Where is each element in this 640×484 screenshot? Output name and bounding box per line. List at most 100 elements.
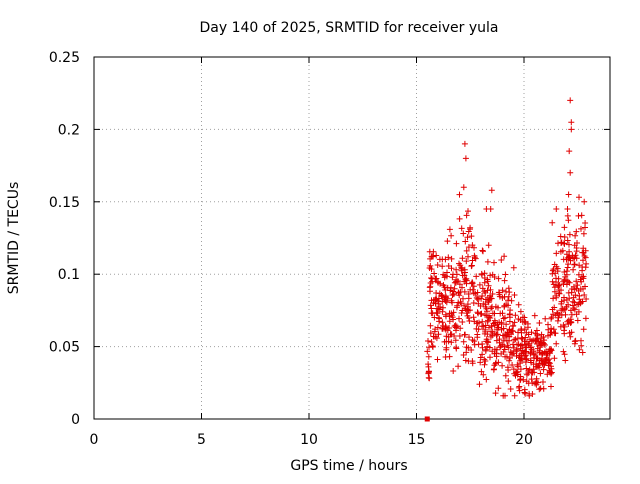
data-point xyxy=(548,314,555,321)
data-point xyxy=(562,305,569,312)
data-point xyxy=(550,326,557,333)
x-tick-label: 10 xyxy=(300,432,318,448)
tick-layer: 0 0.05 0.1 0.15 0.2 0.25 0 5 10 15 20 xyxy=(49,50,610,448)
data-point xyxy=(456,315,462,322)
data-point xyxy=(565,191,572,198)
data-point xyxy=(427,322,434,329)
data-point xyxy=(512,312,519,319)
data-point xyxy=(442,354,449,360)
data-point xyxy=(443,324,449,331)
data-point xyxy=(505,378,512,385)
data-point xyxy=(539,355,546,362)
data-point xyxy=(534,355,541,362)
data-point xyxy=(515,301,522,308)
data-point xyxy=(505,285,512,292)
data-point xyxy=(469,286,476,293)
data-point xyxy=(473,325,480,332)
data-point xyxy=(573,278,580,285)
data-point xyxy=(448,265,455,272)
data-point xyxy=(543,354,550,361)
data-point xyxy=(510,264,517,271)
data-point xyxy=(551,284,558,291)
data-point xyxy=(468,262,475,269)
data-point xyxy=(562,273,569,280)
data-point xyxy=(571,306,578,313)
data-point xyxy=(540,379,546,385)
data-point xyxy=(476,381,483,388)
data-point xyxy=(457,325,464,332)
data-point xyxy=(469,257,476,264)
data-point xyxy=(518,350,525,357)
data-point xyxy=(566,231,573,238)
data-point xyxy=(428,275,434,281)
data-point xyxy=(474,309,481,316)
chart-title: Day 140 of 2025, SRMTID for receiver yul… xyxy=(199,20,498,36)
data-point xyxy=(491,274,498,280)
data-point xyxy=(557,233,564,240)
data-point xyxy=(465,315,472,321)
x-axis-label: GPS time / hours xyxy=(290,458,407,474)
data-point xyxy=(433,290,440,296)
data-point xyxy=(493,331,500,338)
data-point xyxy=(567,169,574,176)
data-point xyxy=(551,355,558,362)
data-point xyxy=(452,279,459,286)
data-point xyxy=(532,350,539,357)
data-point xyxy=(491,350,498,357)
data-point xyxy=(499,294,506,301)
data-point xyxy=(553,206,560,212)
y-tick-label: 0.15 xyxy=(49,195,80,211)
data-point xyxy=(427,288,433,295)
data-point xyxy=(507,355,513,361)
data-point xyxy=(567,307,574,314)
data-point xyxy=(581,198,588,205)
data-point xyxy=(488,328,495,335)
data-point xyxy=(478,368,485,375)
data-point xyxy=(526,366,533,373)
data-point xyxy=(579,298,586,305)
data-point xyxy=(578,278,585,285)
data-point xyxy=(483,336,490,343)
data-point xyxy=(433,252,440,259)
data-point xyxy=(430,248,437,255)
y-axis-label: SRMTID / TECUs xyxy=(6,182,22,295)
data-point xyxy=(460,184,467,191)
data-point xyxy=(444,269,450,276)
data-point xyxy=(523,365,530,372)
data-point xyxy=(529,380,536,386)
data-point xyxy=(459,284,465,291)
data-point xyxy=(562,311,569,318)
data-point xyxy=(545,332,551,339)
data-point xyxy=(485,339,492,346)
data-point xyxy=(430,333,437,340)
data-point xyxy=(513,369,520,376)
data-point xyxy=(526,390,533,397)
data-point xyxy=(489,291,496,297)
data-point xyxy=(555,283,562,290)
data-point xyxy=(439,308,446,315)
data-point xyxy=(523,378,530,385)
data-point xyxy=(561,224,568,231)
data-point xyxy=(575,271,582,278)
data-point xyxy=(528,346,535,353)
y-tick-label: 0.1 xyxy=(58,267,80,283)
data-point xyxy=(510,344,517,351)
data-point xyxy=(476,281,483,288)
data-point xyxy=(505,297,511,304)
data-point xyxy=(453,240,460,247)
data-point xyxy=(509,362,516,368)
data-point xyxy=(566,148,573,155)
data-point xyxy=(518,327,525,334)
data-point xyxy=(453,304,460,311)
data-point xyxy=(453,271,460,278)
data-point xyxy=(509,351,515,358)
data-point xyxy=(564,206,571,212)
data-point xyxy=(552,312,559,319)
data-point xyxy=(572,232,579,239)
data-point xyxy=(483,376,490,383)
data-point xyxy=(563,268,570,275)
data-point xyxy=(501,277,508,284)
data-point xyxy=(568,311,575,318)
data-point xyxy=(576,346,583,353)
